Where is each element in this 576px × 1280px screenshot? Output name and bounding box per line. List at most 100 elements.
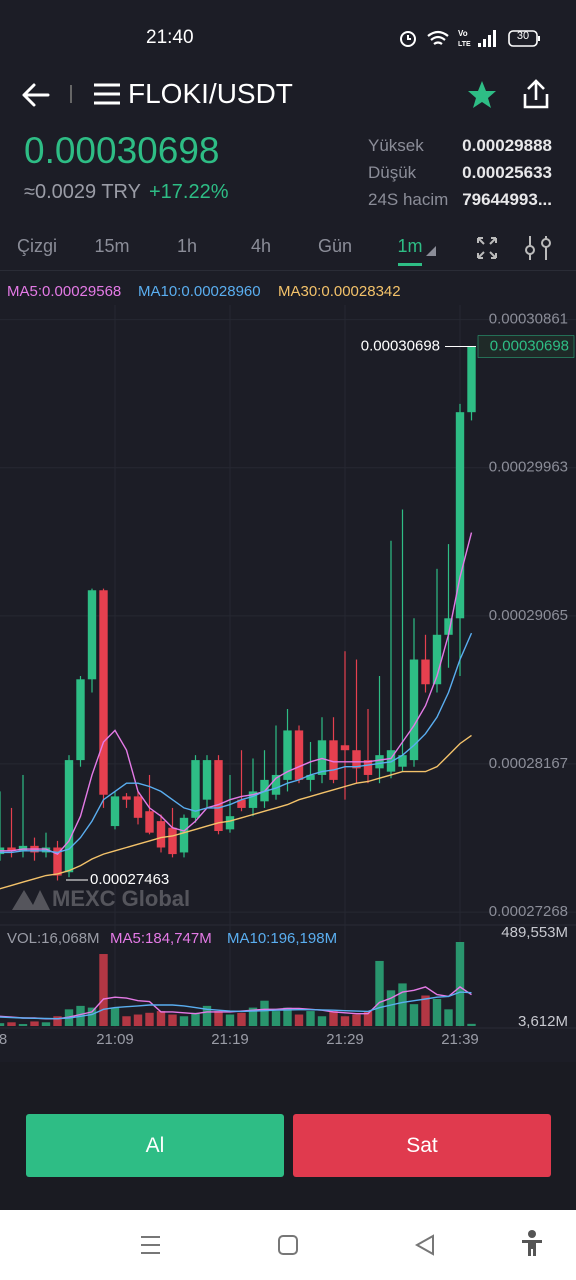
candle-body — [168, 827, 177, 855]
volume-bar — [214, 1011, 223, 1026]
volume-bar — [398, 983, 407, 1026]
candle-body — [329, 740, 338, 780]
interval-tab[interactable]: 1m — [397, 236, 423, 256]
favorite-star[interactable] — [468, 81, 496, 108]
candle-body — [156, 821, 166, 848]
volume-bar — [294, 1014, 304, 1026]
volume-bar — [179, 1016, 189, 1026]
ma-legend: MA5:0.00029568 — [7, 283, 121, 300]
volume-ma-line — [0, 986, 472, 1020]
candle-body — [53, 847, 62, 876]
volume-bar — [41, 1022, 51, 1026]
candle-body — [421, 659, 430, 685]
volume-ma-legend: MA10:196,198M — [227, 930, 337, 947]
back-button[interactable] — [22, 83, 50, 107]
interval-tab[interactable]: Çizgi — [16, 236, 58, 256]
x-tick-label: 21:09 — [96, 1031, 134, 1048]
buy-button[interactable]: Al — [26, 1114, 284, 1177]
nav-back[interactable] — [414, 1234, 434, 1256]
candle-body — [409, 659, 419, 761]
status-time: 21:40 — [146, 27, 194, 48]
candle-body — [145, 811, 154, 833]
candle-body — [455, 412, 465, 619]
candle-body — [271, 774, 281, 795]
interval-tab[interactable]: 15m — [94, 236, 130, 256]
volume-bar — [18, 1024, 28, 1026]
interval-tab[interactable]: 4h — [250, 236, 272, 256]
menu-button[interactable] — [94, 83, 120, 105]
candle-body — [317, 740, 327, 775]
candle-body — [7, 847, 16, 851]
candle-body — [237, 799, 246, 808]
active-tab-indicator — [398, 263, 422, 266]
volume-bar — [432, 998, 442, 1026]
pair-title[interactable]: FLOKI/USDT — [128, 78, 293, 109]
volume-bar — [363, 1011, 373, 1026]
fullscreen-button[interactable] — [477, 237, 497, 259]
interval-tab[interactable]: Gün — [317, 236, 353, 256]
volume-bar — [340, 1016, 350, 1026]
volume-bar — [467, 1023, 476, 1026]
ma-line — [0, 532, 473, 855]
settings-button[interactable] — [525, 236, 551, 260]
candle-body — [386, 750, 396, 772]
volume-bar — [0, 1023, 5, 1026]
share-button[interactable] — [523, 79, 549, 109]
candle-body — [340, 745, 350, 751]
volume-bar — [421, 995, 430, 1026]
volume-bar — [409, 1004, 419, 1026]
volume-bar — [7, 1022, 16, 1026]
svg-text:LTE: LTE — [458, 41, 471, 48]
y-tick-label: 0.00029963 — [489, 459, 568, 476]
nav-home[interactable] — [278, 1235, 298, 1255]
stat-value: 0.00025633 — [462, 163, 552, 182]
sell-button[interactable]: Sat — [293, 1114, 551, 1177]
candle-body — [122, 796, 131, 800]
y-tick-label: 0.00029065 — [489, 607, 568, 624]
stat-label: Yüksek — [368, 136, 424, 155]
stat-value: 0.00029888 — [462, 136, 552, 155]
volume-bar — [156, 1011, 166, 1026]
volume-bar — [329, 1011, 338, 1026]
x-tick-label: 21:29 — [326, 1031, 364, 1048]
y-tick-label: 0.00027268 — [489, 903, 568, 920]
volume-bar — [53, 1016, 62, 1026]
ma-line — [0, 632, 473, 854]
candle-body — [214, 760, 223, 832]
nav-icons — [141, 1230, 542, 1256]
volume-ma-line — [0, 991, 472, 1020]
interval-tab[interactable]: 1h — [176, 236, 198, 256]
last-price-label: 0.00030698 — [361, 338, 440, 355]
header-actions — [468, 79, 549, 109]
candle-body — [375, 755, 384, 769]
volume-bar — [191, 1012, 200, 1026]
volume-legend: VOL:16,068M — [7, 930, 100, 947]
volume-bar — [168, 1014, 177, 1026]
header-icons — [22, 83, 120, 107]
volume-bar — [271, 1011, 281, 1026]
candle-body — [283, 730, 292, 780]
volume-tick-label: 489,553M — [501, 924, 568, 941]
nav-menu[interactable] — [141, 1236, 160, 1254]
price-change: +17.22% — [149, 181, 229, 203]
volume-bar — [386, 990, 396, 1026]
volume-bar — [110, 1007, 120, 1026]
volume-bar — [317, 1016, 327, 1026]
candle-body — [87, 590, 97, 680]
volume-bar — [30, 1021, 39, 1026]
volume-bar — [248, 1007, 258, 1026]
y-tick-label: 0.00030861 — [489, 311, 568, 328]
stat-label: Düşük — [368, 163, 417, 182]
candle-body — [64, 760, 74, 873]
nav-accessibility[interactable] — [522, 1230, 542, 1256]
x-tick-label: 20:58 — [0, 1031, 7, 1048]
candle-body — [202, 760, 212, 800]
y-tick-label: 0.00028167 — [489, 755, 568, 772]
volume-tick-label: 3,612M — [518, 1013, 568, 1030]
candle-body — [225, 816, 235, 830]
volume-bar — [375, 960, 384, 1026]
candle-body — [41, 847, 51, 853]
tab-tools — [477, 236, 551, 260]
